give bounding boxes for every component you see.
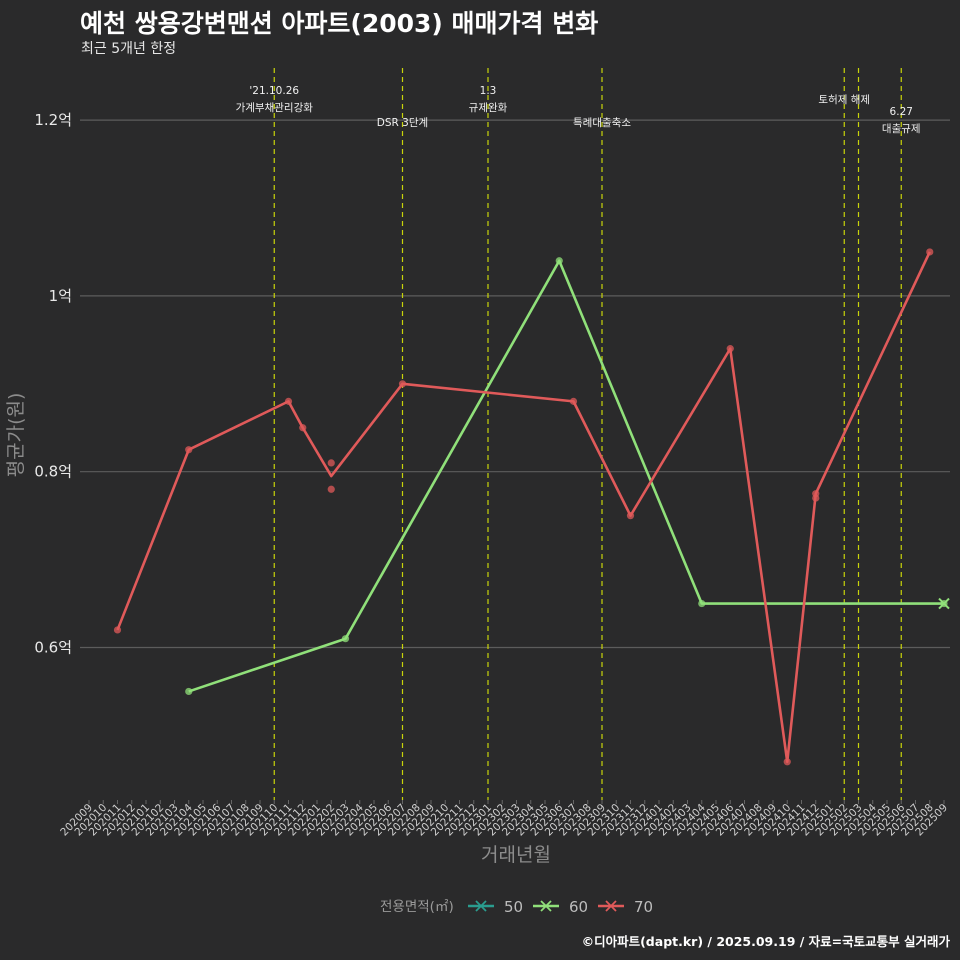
legend-label-70: 70	[634, 898, 653, 916]
legend-key-50	[475, 900, 487, 912]
chart-title: 예천 쌍용강변맨션 아파트(2003) 매매가격 변화	[80, 9, 599, 38]
series-70-point	[783, 758, 791, 766]
series-70-point	[812, 490, 820, 498]
policy-annotation-label: 1.3	[480, 85, 497, 97]
series-70-point	[327, 485, 335, 493]
chart-subtitle: 최근 5개년 한정	[81, 41, 177, 57]
y-tick-label: 0.6억	[34, 639, 72, 657]
series-60-point	[555, 257, 563, 265]
policy-annotation-label: 대출규제	[882, 123, 921, 135]
series-70-point	[299, 424, 307, 432]
source-caption: ©디아파트(dapt.kr) / 2025.09.19 / 자료=국토교통부 실…	[581, 934, 950, 949]
policy-annotation-label: '21.10.26	[249, 85, 299, 97]
y-axis-title: 평균가(원)	[5, 393, 27, 478]
series-60-point	[698, 599, 706, 608]
y-tick-label: 1억	[49, 287, 72, 305]
series-70-point	[398, 380, 407, 388]
series-60-point	[341, 635, 350, 643]
x-axis-ticks: 2020092020102020112020122021012021022021…	[58, 800, 950, 838]
series-60-point	[185, 687, 193, 696]
y-axis-ticks: 0.6억 0.8억 1억 1.2억	[34, 111, 72, 656]
series-70-point	[113, 626, 122, 634]
series-70-point	[569, 397, 578, 405]
policy-annotation-label: DSR 3단계	[377, 117, 428, 129]
grid-layer	[80, 119, 950, 649]
legend-label-50: 50	[504, 898, 523, 916]
legend-title: 전용면적(㎡)	[380, 899, 454, 915]
x-axis-title: 거래년월	[481, 844, 551, 866]
legend-key-60	[540, 900, 552, 912]
series-70-point	[185, 446, 193, 454]
series-layer	[113, 248, 950, 766]
series-70-point	[327, 459, 335, 467]
policy-lines	[273, 68, 902, 800]
legend-key-70	[605, 900, 617, 912]
policy-annotation-label: 6.27	[890, 106, 913, 118]
legend-label-60: 60	[569, 898, 588, 916]
policy-annotation-label: 특례대출축소	[573, 117, 631, 129]
series-70-point	[626, 512, 635, 520]
series-70-point	[926, 248, 934, 256]
policy-annotation-label: 토허제 해제	[818, 93, 870, 106]
policy-annotation-label: 규제완화	[469, 101, 508, 114]
policy-annotation-label: 가계부채관리강화	[236, 102, 314, 114]
legend: 전용면적(㎡) 50 60 70	[380, 898, 653, 916]
y-tick-label: 1.2억	[34, 111, 72, 129]
y-tick-label: 0.8억	[34, 463, 72, 481]
series-70-line	[116, 251, 931, 764]
series-70-point	[726, 345, 734, 353]
series-60-line	[188, 259, 944, 693]
series-70-point	[284, 397, 293, 405]
series-60-last-marker	[938, 597, 950, 610]
